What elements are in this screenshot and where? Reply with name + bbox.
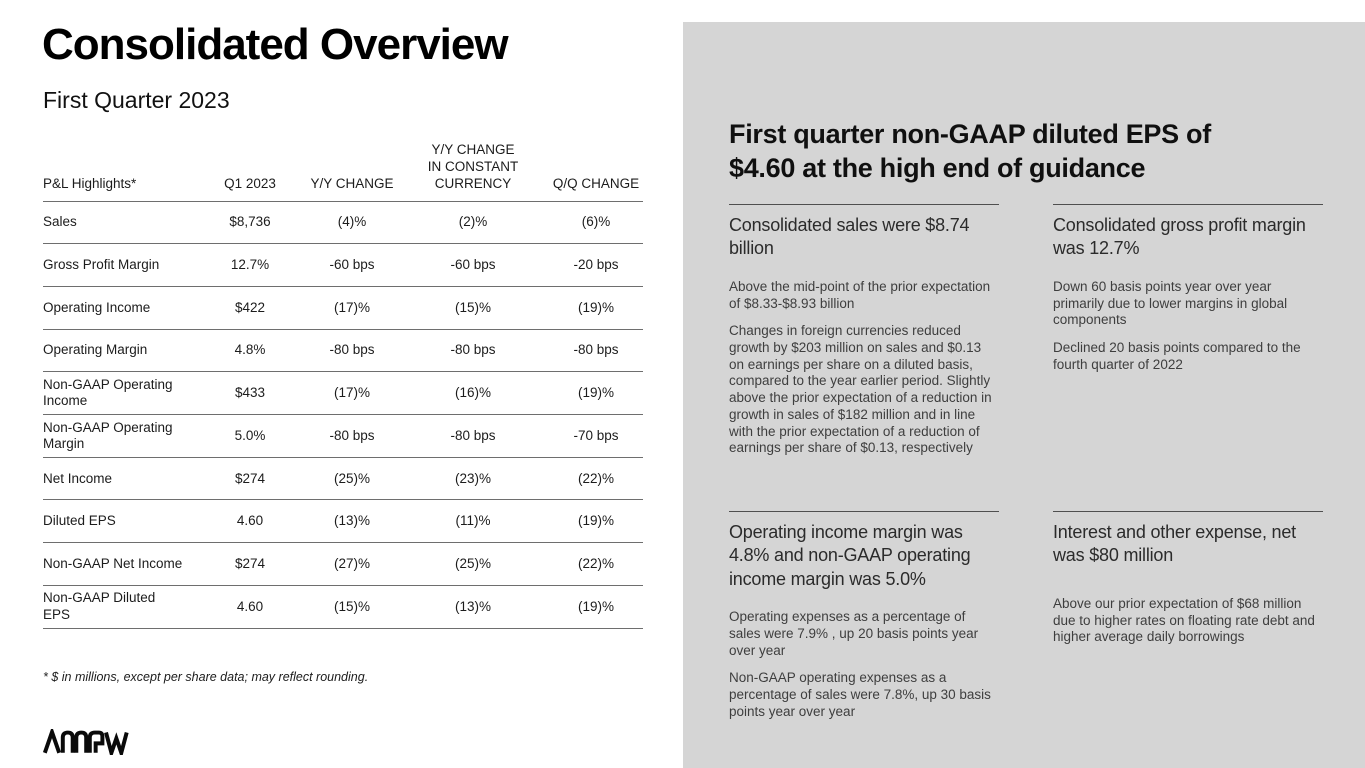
cell: $422 [193,286,307,330]
cell: -20 bps [549,243,643,287]
cell: (27)% [307,542,397,586]
table-row: Operating Income $422 (17)% (15)% (19)% [43,286,643,330]
section-paragraph: Above our prior expectation of $68 milli… [1053,595,1315,645]
cell: 4.60 [193,499,307,544]
cell: (19)% [549,499,643,544]
column-header: P&L Highlights* [43,142,193,202]
cell: (19)% [549,371,643,416]
cell: (17)% [307,371,397,416]
cell: (16)% [397,371,549,416]
cell: (17)% [307,286,397,330]
section-interest-expense: Interest and other expense, net was $80 … [1053,511,1323,657]
column-header: Q1 2023 [193,142,307,202]
section-paragraph: Operating expenses as a percentage of sa… [729,609,979,658]
cell: -80 bps [397,329,549,373]
section-paragraph: Changes in foreign currencies reduced gr… [729,323,992,456]
row-label: Non-GAAP Net Income [43,542,193,586]
row-label: Net Income [43,457,193,501]
cell: -60 bps [397,243,549,287]
row-label: Operating Income [43,286,193,330]
column-header: Q/Q CHANGE [549,142,643,202]
row-label: Non-GAAP Operating Income [43,371,193,416]
cell: (13)% [307,499,397,544]
section-heading: Interest and other expense, net was $80 … [1053,522,1296,566]
section-gross-profit-margin: Consolidated gross profit margin was 12.… [1053,204,1323,384]
cell: 12.7% [193,243,307,287]
column-header: Y/Y CHANGE [307,142,397,202]
table-row: Non-GAAP Net Income $274 (27)% (25)% (22… [43,542,643,586]
row-label: Diluted EPS [43,499,193,544]
cell: (15)% [307,585,397,629]
cell: $274 [193,457,307,501]
section-paragraph: Down 60 basis points year over year prim… [1053,278,1288,328]
row-label: Sales [43,201,193,245]
arrow-logo [43,729,129,755]
cell: 4.60 [193,585,307,629]
cell: (19)% [549,585,643,629]
table-row: Sales $8,736 (4)% (2)% (6)% [43,201,643,245]
cell: -60 bps [307,243,397,287]
table-row: Net Income $274 (25)% (23)% (22)% [43,457,643,501]
section-paragraph: Declined 20 basis points compared to the… [1053,339,1301,372]
cell: 5.0% [193,414,307,458]
table-row: Non-GAAP Operating Margin 5.0% -80 bps -… [43,414,643,458]
table-row: Operating Margin 4.8% -80 bps -80 bps -8… [43,329,643,373]
column-header: Y/Y CHANGE IN CONSTANT CURRENCY [397,142,549,202]
section-heading: Consolidated gross profit margin was 12.… [1053,215,1306,259]
cell: (25)% [397,542,549,586]
highlights-panel: First quarter non-GAAP diluted EPS of $4… [683,22,1365,768]
cell: (4)% [307,201,397,245]
cell: (22)% [549,542,643,586]
section-consolidated-sales: Consolidated sales were $8.74 billion Ab… [729,204,999,468]
cell: (2)% [397,201,549,245]
panel-headline: First quarter non-GAAP diluted EPS of $4… [729,119,1211,184]
table-header-row: P&L Highlights* Q1 2023 Y/Y CHANGE Y/Y C… [43,142,643,202]
cell: 4.8% [193,329,307,373]
table-footnote: * $ in millions, except per share data; … [43,670,369,684]
section-paragraph: Non-GAAP operating expenses as a percent… [729,670,991,719]
row-label: Non-GAAP Operating Margin [43,414,193,458]
cell: $8,736 [193,201,307,245]
section-heading: Operating income margin was 4.8% and non… [729,522,971,589]
section-paragraph: Above the mid-point of the prior expecta… [729,278,991,311]
pnl-highlights-table: P&L Highlights* Q1 2023 Y/Y CHANGE Y/Y C… [43,142,643,629]
cell: -80 bps [397,414,549,458]
cell: (6)% [549,201,643,245]
cell: (22)% [549,457,643,501]
section-heading: Consolidated sales were $8.74 billion [729,215,970,259]
cell: -80 bps [307,329,397,373]
cell: -70 bps [549,414,643,458]
cell: -80 bps [549,329,643,373]
cell: (11)% [397,499,549,544]
cell: -80 bps [307,414,397,458]
table-row: Gross Profit Margin 12.7% -60 bps -60 bp… [43,243,643,287]
table-row: Diluted EPS 4.60 (13)% (11)% (19)% [43,499,643,544]
table-row: Non-GAAP Operating Income $433 (17)% (16… [43,371,643,416]
cell: (25)% [307,457,397,501]
cell: (13)% [397,585,549,629]
page-subtitle: First Quarter 2023 [43,87,230,113]
table-row: Non-GAAP Diluted EPS 4.60 (15)% (13)% (1… [43,585,643,629]
cell: $433 [193,371,307,416]
row-label: Operating Margin [43,329,193,373]
cell: (23)% [397,457,549,501]
row-label: Non-GAAP Diluted EPS [43,585,193,629]
row-label: Gross Profit Margin [43,243,193,287]
cell: (15)% [397,286,549,330]
section-operating-income-margin: Operating income margin was 4.8% and non… [729,511,999,732]
cell: (19)% [549,286,643,330]
cell: $274 [193,542,307,586]
page-title: Consolidated Overview [42,20,509,69]
